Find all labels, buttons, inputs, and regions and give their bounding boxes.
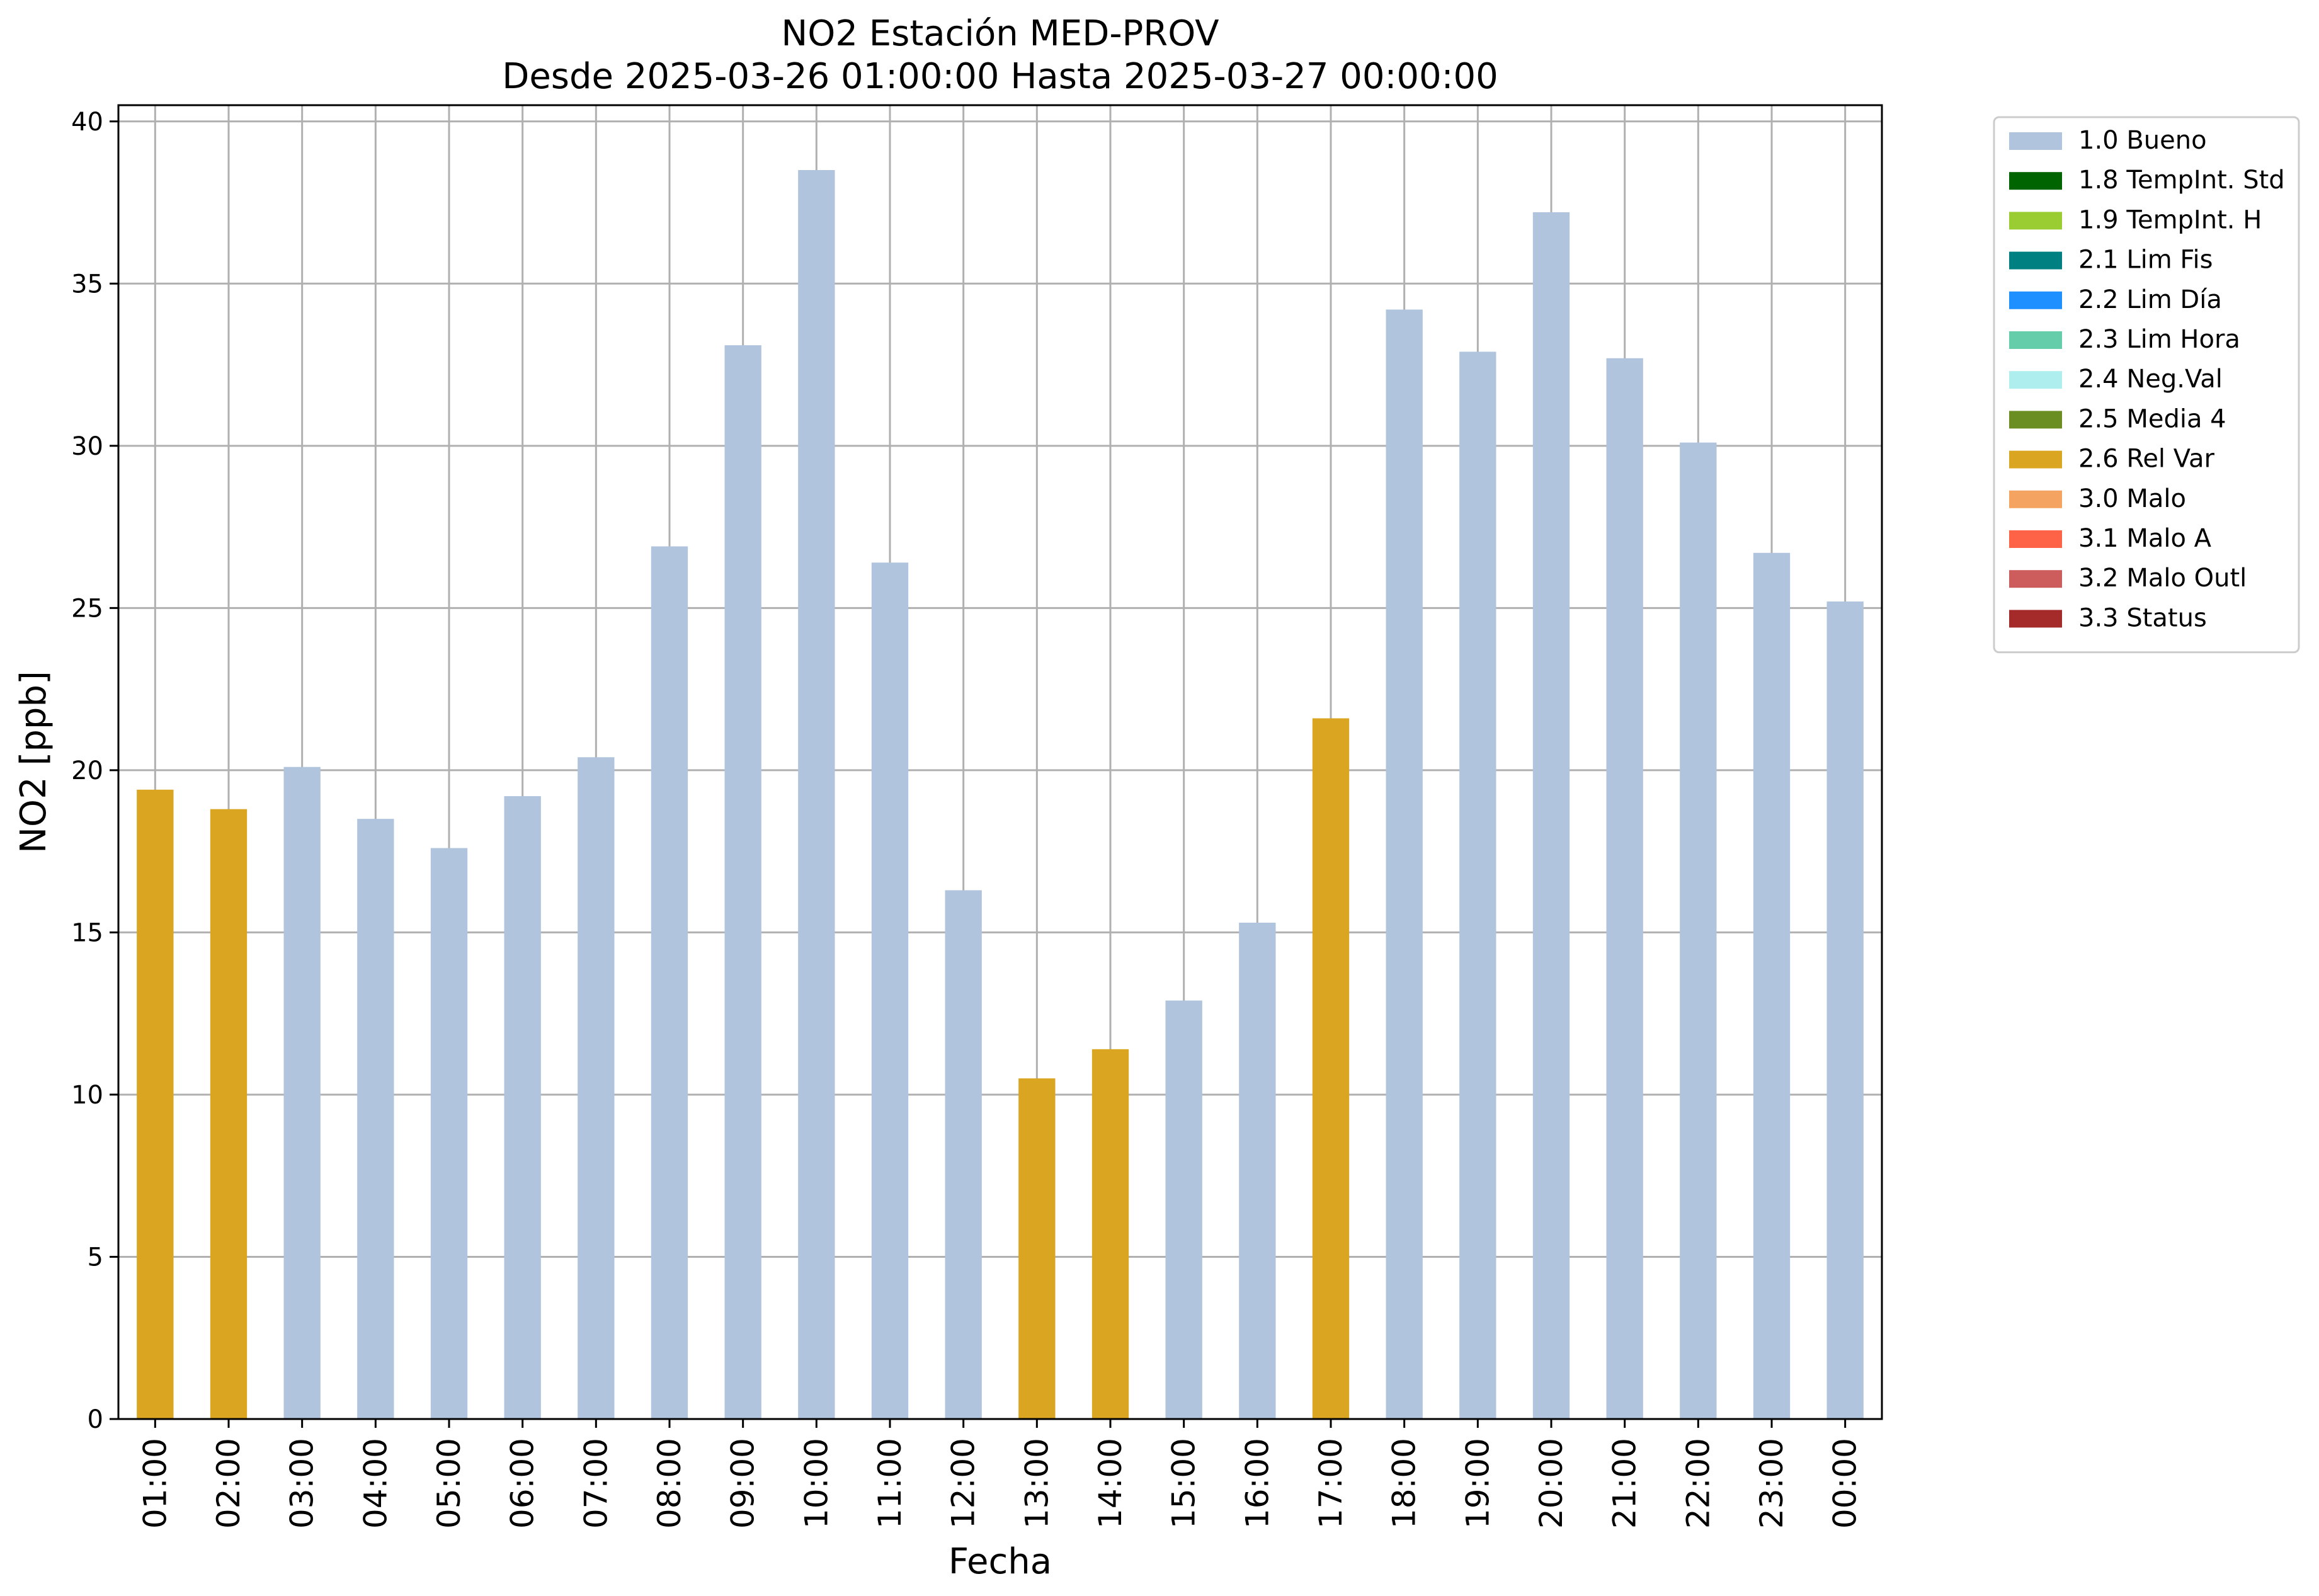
x-tick-label: 07:00 xyxy=(578,1438,614,1529)
bar-12:00 xyxy=(945,890,982,1419)
legend-swatch xyxy=(2009,331,2062,349)
bar-18:00 xyxy=(1386,309,1423,1419)
x-axis-ticks: 01:00 02:00 03:00 04:00 05:00 06:00 07:00 08:00… xyxy=(137,1419,1864,1529)
bar-13:00 xyxy=(1018,1078,1056,1419)
legend-entry: 3.1 Malo A xyxy=(2078,524,2212,553)
bar-07:00 xyxy=(578,757,615,1419)
bar-19:00 xyxy=(1459,351,1496,1419)
legend-entry: 2.6 Rel Var xyxy=(2078,445,2215,474)
legend-swatch xyxy=(2009,251,2062,270)
x-tick-label: 01:00 xyxy=(137,1438,173,1529)
legend-entry: 3.2 Malo Outl xyxy=(2078,564,2247,593)
bar-20:00 xyxy=(1532,212,1570,1420)
bar-14:00 xyxy=(1091,1049,1129,1419)
y-tick-label: 25 xyxy=(71,594,103,623)
y-tick-label: 30 xyxy=(71,432,103,461)
x-tick-label: 09:00 xyxy=(725,1438,761,1529)
bar-00:00 xyxy=(1826,601,1864,1419)
x-tick-label: 08:00 xyxy=(651,1438,688,1529)
x-tick-label: 06:00 xyxy=(504,1438,541,1529)
plot-frame xyxy=(117,104,1883,1420)
bar-10:00 xyxy=(798,170,835,1420)
bar-08:00 xyxy=(651,546,688,1420)
x-tick-label: 16:00 xyxy=(1239,1438,1275,1529)
bars xyxy=(137,170,1864,1420)
chart-subtitle: Desde 2025-03-26 01:00:00 Hasta 2025-03-… xyxy=(502,56,1498,97)
x-tick-label: 02:00 xyxy=(210,1438,247,1529)
bar-15:00 xyxy=(1165,1000,1202,1419)
y-tick-label: 10 xyxy=(71,1081,103,1110)
x-tick-label: 14:00 xyxy=(1092,1438,1129,1529)
x-tick-label: 00:00 xyxy=(1827,1438,1864,1529)
bar-16:00 xyxy=(1239,922,1276,1419)
legend-entry: 2.1 Lim Fis xyxy=(2078,246,2213,275)
x-tick-label: 23:00 xyxy=(1753,1438,1790,1529)
bar-05:00 xyxy=(430,848,468,1419)
y-tick-label: 40 xyxy=(71,108,103,137)
y-axis-ticks: 0 5 10 15 20 25 30 35 40 xyxy=(71,108,118,1434)
x-tick-label: 17:00 xyxy=(1313,1438,1349,1529)
legend-swatch xyxy=(2009,610,2062,628)
bar-06:00 xyxy=(504,796,541,1419)
legend-swatch xyxy=(2009,132,2062,150)
bar-04:00 xyxy=(357,819,394,1419)
x-tick-label: 03:00 xyxy=(284,1438,321,1529)
legend-swatch xyxy=(2009,450,2062,469)
x-tick-label: 18:00 xyxy=(1386,1438,1423,1529)
legend-swatch xyxy=(2009,172,2062,190)
bar-11:00 xyxy=(871,562,909,1419)
legend-entry: 1.8 TempInt. Std xyxy=(2078,166,2285,195)
x-tick-label: 22:00 xyxy=(1680,1438,1716,1529)
bar-09:00 xyxy=(724,345,761,1419)
legend-entry: 1.0 Bueno xyxy=(2078,126,2207,155)
legend-swatch xyxy=(2009,371,2062,389)
legend-box xyxy=(1993,116,2300,654)
x-tick-label: 19:00 xyxy=(1459,1438,1496,1529)
y-tick-label: 15 xyxy=(71,918,103,947)
legend-entry: 2.5 Media 4 xyxy=(2078,404,2226,433)
legend-swatch xyxy=(2009,212,2062,230)
x-tick-label: 04:00 xyxy=(357,1438,394,1529)
legend-entry: 3.3 Status xyxy=(2078,603,2207,632)
x-tick-label: 05:00 xyxy=(431,1438,467,1529)
legend-swatch xyxy=(2009,411,2062,429)
legend-entry: 3.0 Malo xyxy=(2078,484,2186,513)
legend-swatch xyxy=(2009,530,2062,548)
x-tick-label: 13:00 xyxy=(1018,1438,1055,1529)
y-tick-label: 0 xyxy=(88,1405,103,1434)
legend: 1.0 Bueno 1.8 TempInt. Std 1.9 TempInt. H 2… xyxy=(1993,116,2300,654)
legend-entry: 2.4 Neg.Val xyxy=(2078,365,2223,394)
y-tick-label: 20 xyxy=(71,756,103,785)
y-tick-label: 35 xyxy=(71,270,103,299)
x-tick-label: 12:00 xyxy=(945,1438,982,1529)
bar-22:00 xyxy=(1680,442,1717,1419)
x-tick-label: 15:00 xyxy=(1166,1438,1202,1529)
x-tick-label: 10:00 xyxy=(798,1438,835,1529)
chart-title: NO2 Estación MED-PROV xyxy=(781,13,1219,54)
x-tick-label: 21:00 xyxy=(1607,1438,1643,1529)
legend-swatch xyxy=(2009,291,2062,309)
legend-swatch xyxy=(2009,570,2062,588)
legend-entry: 2.3 Lim Hora xyxy=(2078,325,2240,354)
bar-01:00 xyxy=(137,789,174,1419)
bar-23:00 xyxy=(1753,552,1791,1419)
bar-02:00 xyxy=(210,809,248,1419)
x-tick-label: 20:00 xyxy=(1533,1438,1570,1529)
y-axis-label: NO2 [ppb] xyxy=(13,671,54,853)
legend-entry: 1.9 TempInt. H xyxy=(2078,205,2262,234)
bar-03:00 xyxy=(283,767,321,1419)
bar-21:00 xyxy=(1606,358,1643,1419)
legend-swatch xyxy=(2009,490,2062,508)
legend-entry: 2.2 Lim Día xyxy=(2078,285,2222,314)
x-tick-label: 11:00 xyxy=(872,1438,908,1529)
x-axis-label: Fecha xyxy=(949,1541,1052,1582)
bar-17:00 xyxy=(1312,718,1350,1419)
y-tick-label: 5 xyxy=(88,1243,103,1272)
